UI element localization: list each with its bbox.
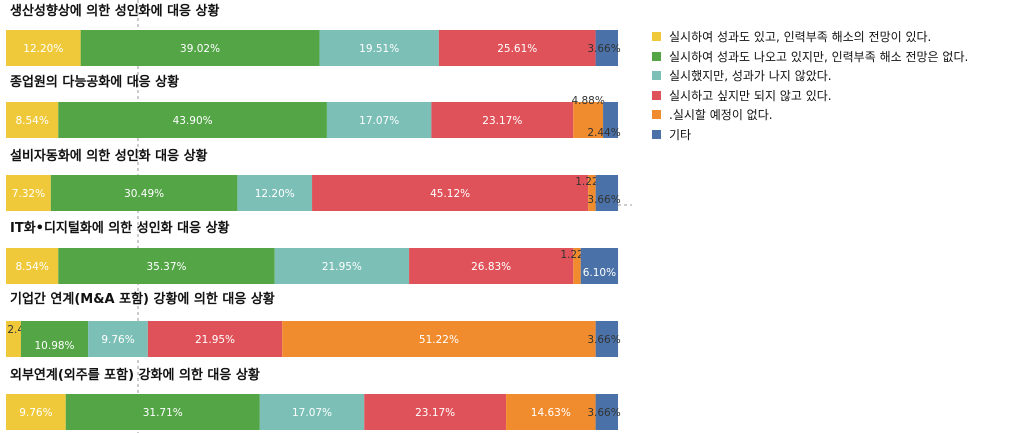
data-label: 12.20%	[23, 43, 63, 55]
legend-swatch	[652, 91, 661, 100]
legend-swatch	[652, 52, 661, 61]
category-label: IT화•디지털화에 의한 성인화 대응 상황	[10, 220, 230, 236]
bar-row: 생산성향상에 의한 성인화에 대응 상황 12.20% 39.02% 19.51% 25…	[6, 3, 621, 66]
legend-item: 실시하고 싶지만 되지 않고 있다.	[652, 86, 968, 106]
data-label: 45.12%	[430, 188, 470, 200]
data-label: 3.66%	[587, 407, 620, 419]
legend-label: 실시했지만, 성과가 나지 않았다.	[669, 67, 832, 84]
data-label: 19.51%	[359, 43, 399, 55]
data-label: 43.90%	[173, 115, 213, 127]
data-label: 17.07%	[359, 115, 399, 127]
legend-item: 실시하여 성과도 나오고 있지만, 인력부족 해소 전망은 없다.	[652, 47, 968, 67]
data-label: 31.71%	[143, 407, 183, 419]
data-label: 3.66%	[587, 334, 620, 346]
bar-row: 종업원의 다능공화에 대응 상황 8.54% 43.90% 17.07% 23.17% 4…	[6, 74, 621, 139]
bar-row: 기업간 연계(M&A 포함) 강황에 의한 대응 상황2.44%10.98%9.…	[6, 291, 621, 357]
data-label: 23.17%	[415, 407, 455, 419]
data-label: 17.07%	[292, 407, 332, 419]
data-label: 4.88%	[571, 95, 604, 107]
data-label: 6.10%	[583, 267, 616, 279]
legend-item: 기타	[652, 125, 968, 145]
legend: 실시하여 성과도 있고, 인력부족 해소의 전망이 있다. 실시하여 성과도 나오…	[652, 27, 968, 144]
legend-swatch	[652, 71, 661, 80]
data-label: 25.61%	[497, 43, 537, 55]
data-label: 3.66%	[587, 43, 620, 55]
data-label: 35.37%	[146, 261, 186, 273]
data-label: 30.49%	[124, 188, 164, 200]
data-label: 21.95%	[195, 334, 235, 346]
legend-swatch	[652, 110, 661, 119]
legend-item: 실시했지만, 성과가 나지 않았다.	[652, 66, 968, 86]
bar-row: 외부연계(외주를 포함) 강화에 의한 대응 상황 9.76% 31.71% 17.0…	[6, 367, 621, 430]
category-label: 설비자동화에 의한 성인화 대응 상황	[10, 148, 208, 164]
legend-label: .실시할 예정이 없다.	[669, 106, 773, 123]
bar-row: IT화•디지털화에 의한 성인화 대응 상황 8.54% 35.37% 21.95% 2…	[6, 220, 618, 284]
chart-rows: 생산성향상에 의한 성인화에 대응 상황 12.20% 39.02% 19.51% 25…	[6, 3, 621, 430]
legend-label: 실시하고 싶지만 되지 않고 있다.	[669, 87, 832, 104]
data-label: 2.44%	[587, 127, 620, 139]
legend-label: 실시하여 성과도 나오고 있지만, 인력부족 해소 전망은 없다.	[669, 48, 968, 65]
data-label: 21.95%	[322, 261, 362, 273]
data-label: 23.17%	[482, 115, 522, 127]
legend-label: 실시하여 성과도 있고, 인력부족 해소의 전망이 있다.	[669, 28, 931, 45]
legend-swatch	[652, 32, 661, 41]
legend-swatch	[652, 130, 661, 139]
data-label: 26.83%	[471, 261, 511, 273]
category-label: 외부연계(외주를 포함) 강화에 의한 대응 상황	[10, 367, 260, 383]
data-label: 7.32%	[12, 188, 45, 200]
category-label: 생산성향상에 의한 성인화에 대응 상황	[10, 3, 220, 19]
bar-row: 설비자동화에 의한 성인화 대응 상황 7.32% 30.49% 12.20% 45.1…	[6, 148, 621, 211]
legend-item: 실시하여 성과도 있고, 인력부족 해소의 전망이 있다.	[652, 27, 968, 47]
category-label: 기업간 연계(M&A 포함) 강황에 의한 대응 상황	[10, 291, 275, 307]
data-label: 12.20%	[255, 188, 295, 200]
data-label: 14.63%	[531, 407, 571, 419]
data-label: 8.54%	[15, 261, 48, 273]
category-label: 종업원의 다능공화에 대응 상황	[10, 74, 179, 90]
data-label: 9.76%	[19, 407, 52, 419]
data-label: 3.66%	[587, 194, 620, 206]
data-label: 10.98%	[35, 340, 75, 352]
data-label: 9.76%	[101, 334, 134, 346]
data-label: 39.02%	[180, 43, 220, 55]
data-label: 51.22%	[419, 334, 459, 346]
legend-label: 기타	[669, 126, 691, 143]
data-label: 8.54%	[15, 115, 48, 127]
legend-item: .실시할 예정이 없다.	[652, 105, 968, 125]
